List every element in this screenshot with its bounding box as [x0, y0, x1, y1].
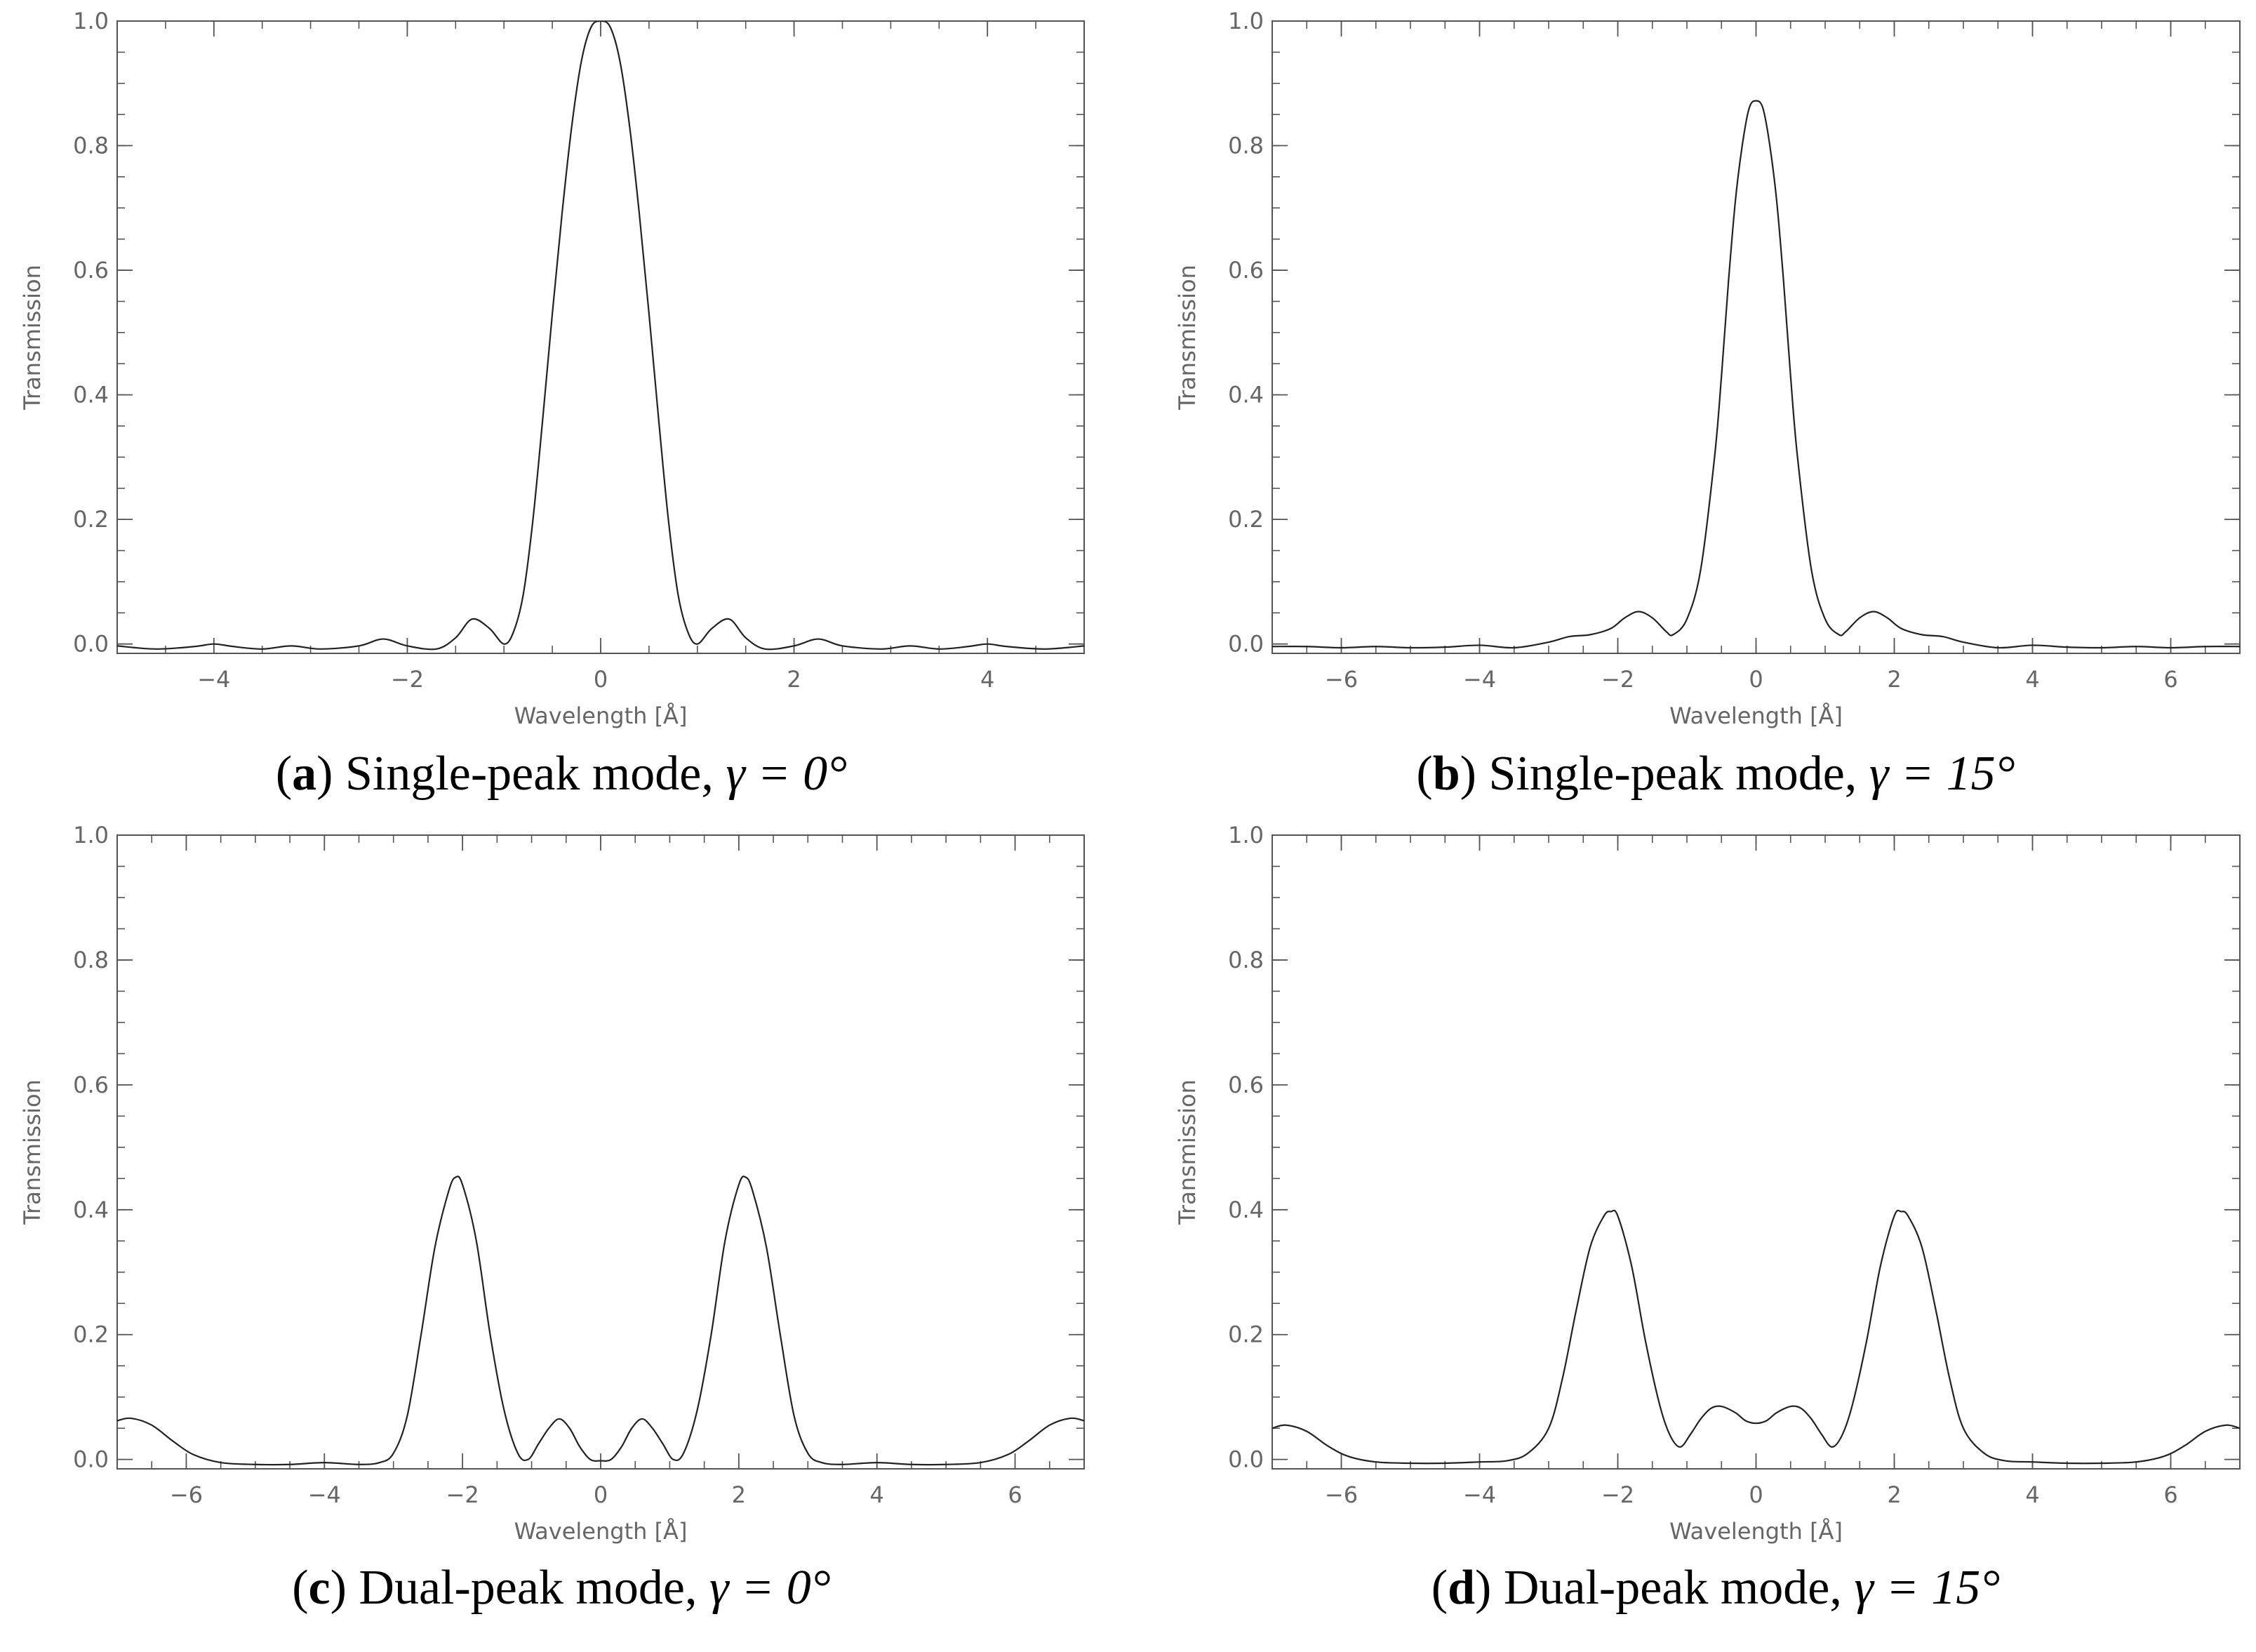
- y-tick-label: 0.4: [73, 1197, 109, 1223]
- y-axis-label: Transmission: [1174, 265, 1201, 411]
- y-tick-label: 0.4: [73, 382, 109, 408]
- caption-math: γ = 15°: [1854, 1561, 2000, 1615]
- y-tick-label: 0.2: [1228, 1321, 1264, 1348]
- y-axis-label: Transmission: [19, 1079, 46, 1225]
- y-tick-label: 1.0: [1228, 8, 1264, 34]
- caption-open-paren: (: [1431, 1561, 1448, 1615]
- y-tick-label: 0.0: [1228, 631, 1264, 658]
- y-tick-label: 0.6: [1228, 257, 1264, 284]
- y-tick-label: 0.0: [73, 631, 109, 658]
- caption-math: γ = 0°: [709, 1561, 831, 1615]
- y-tick-label: 0.4: [1228, 1197, 1264, 1223]
- caption-panel-letter: d: [1448, 1561, 1475, 1615]
- y-tick-label: 0.0: [73, 1446, 109, 1473]
- panel-caption: (d) Dual-peak mode, γ = 15°: [1431, 1561, 2000, 1615]
- y-axis-label: Transmission: [1174, 1079, 1201, 1225]
- x-tick-label: 4: [980, 666, 994, 693]
- y-tick-label: 1.0: [73, 822, 109, 848]
- x-tick-label: 6: [1008, 1481, 1022, 1508]
- x-tick-label: −2: [446, 1481, 479, 1508]
- caption-open-paren: (: [276, 747, 292, 801]
- plot-frame: [116, 834, 1085, 1470]
- panel-caption: (a) Single-peak mode, γ = 0°: [276, 747, 847, 801]
- y-tick-label: 0.8: [1228, 947, 1264, 973]
- x-tick-label: −4: [1463, 1481, 1496, 1508]
- x-tick-label: −6: [170, 1481, 203, 1508]
- x-tick-label: 2: [732, 1481, 746, 1508]
- x-tick-label: 0: [594, 1481, 608, 1508]
- caption-text: Dual-peak mode,: [359, 1561, 709, 1615]
- caption-math: γ = 15°: [1869, 747, 2015, 801]
- x-tick-label: −2: [391, 666, 424, 693]
- x-tick-label: 0: [1749, 1481, 1763, 1508]
- x-tick-label: −4: [197, 666, 230, 693]
- y-tick-label: 0.6: [73, 257, 109, 284]
- caption-panel-letter: c: [309, 1561, 331, 1615]
- panel-d: −6 −4 −2 0 2 4 6 0.0 0.2 0.4 0.6 0.8 1.0 Wavelength […: [1174, 822, 2241, 1615]
- panel-a: −4 −2 0 2 4 0.0 0.2 0.4 0.6 0.8 1.0 Wavelength [Å] T…: [19, 8, 1085, 801]
- caption-close-paren: ): [1475, 1561, 1504, 1615]
- x-tick-label: −4: [308, 1481, 341, 1508]
- transmission-curve: [117, 1175, 1084, 1466]
- caption-panel-letter: a: [292, 747, 316, 801]
- x-tick-label: −6: [1325, 666, 1358, 693]
- panel-caption: (c) Dual-peak mode, γ = 0°: [292, 1561, 831, 1615]
- x-axis-label: Wavelength [Å]: [1669, 1518, 1843, 1545]
- caption-text: Single-peak mode,: [1488, 747, 1869, 801]
- y-tick-label: 0.6: [73, 1072, 109, 1098]
- x-tick-label: 2: [787, 666, 801, 693]
- y-tick-label: 0.6: [1228, 1072, 1264, 1098]
- y-tick-label: 0.8: [1228, 133, 1264, 159]
- transmission-curve: [117, 21, 1084, 651]
- x-tick-label: 4: [870, 1481, 884, 1508]
- x-tick-label: 0: [1749, 666, 1763, 693]
- x-tick-label: 6: [2163, 666, 2177, 693]
- caption-math: γ = 0°: [726, 747, 847, 801]
- caption-close-paren: ): [1460, 747, 1489, 801]
- x-axis-label: Wavelength [Å]: [514, 1518, 688, 1545]
- caption-open-paren: (: [292, 1561, 308, 1615]
- y-tick-label: 1.0: [73, 8, 109, 34]
- y-tick-label: 0.8: [73, 133, 109, 159]
- x-tick-label: −4: [1463, 666, 1496, 693]
- plot-frame: [1271, 834, 2241, 1470]
- caption-close-paren: ): [316, 747, 345, 801]
- x-tick-label: 2: [1887, 1481, 1901, 1508]
- y-tick-label: 0.0: [1228, 1446, 1264, 1473]
- transmission-curve: [1272, 100, 2240, 649]
- x-axis-label: Wavelength [Å]: [514, 702, 688, 729]
- x-tick-label: 2: [1887, 666, 1901, 693]
- panel-caption: (b) Single-peak mode, γ = 15°: [1416, 747, 2015, 801]
- x-tick-label: 4: [2025, 1481, 2039, 1508]
- caption-text: Dual-peak mode,: [1504, 1561, 1855, 1615]
- plot-frame: [1271, 20, 2241, 654]
- caption-open-paren: (: [1416, 747, 1432, 801]
- x-axis-label: Wavelength [Å]: [1669, 702, 1843, 729]
- y-tick-label: 0.2: [1228, 506, 1264, 533]
- transmission-curve: [1272, 1209, 2240, 1465]
- x-tick-label: −2: [1601, 666, 1634, 693]
- y-tick-label: 0.2: [73, 506, 109, 533]
- panel-c: −6 −4 −2 0 2 4 6 0.0 0.2 0.4 0.6 0.8 1.0 Wavelength […: [19, 822, 1085, 1615]
- y-tick-label: 0.2: [73, 1321, 109, 1348]
- y-tick-label: 1.0: [1228, 822, 1264, 848]
- panel-b: −6 −4 −2 0 2 4 6 0.0 0.2 0.4 0.6 0.8 1.0 Wavelength […: [1174, 8, 2241, 801]
- y-tick-label: 0.4: [1228, 382, 1264, 408]
- caption-text: Single-peak mode,: [345, 747, 726, 801]
- x-tick-label: 6: [2163, 1481, 2177, 1508]
- caption-close-paren: ): [331, 1561, 359, 1615]
- caption-panel-letter: b: [1433, 747, 1460, 801]
- y-tick-label: 0.8: [73, 947, 109, 973]
- x-tick-label: 4: [2025, 666, 2039, 693]
- x-tick-label: 0: [594, 666, 608, 693]
- y-axis-label: Transmission: [19, 265, 46, 411]
- plot-frame: [116, 20, 1085, 654]
- x-tick-label: −6: [1325, 1481, 1358, 1508]
- x-tick-label: −2: [1601, 1481, 1634, 1508]
